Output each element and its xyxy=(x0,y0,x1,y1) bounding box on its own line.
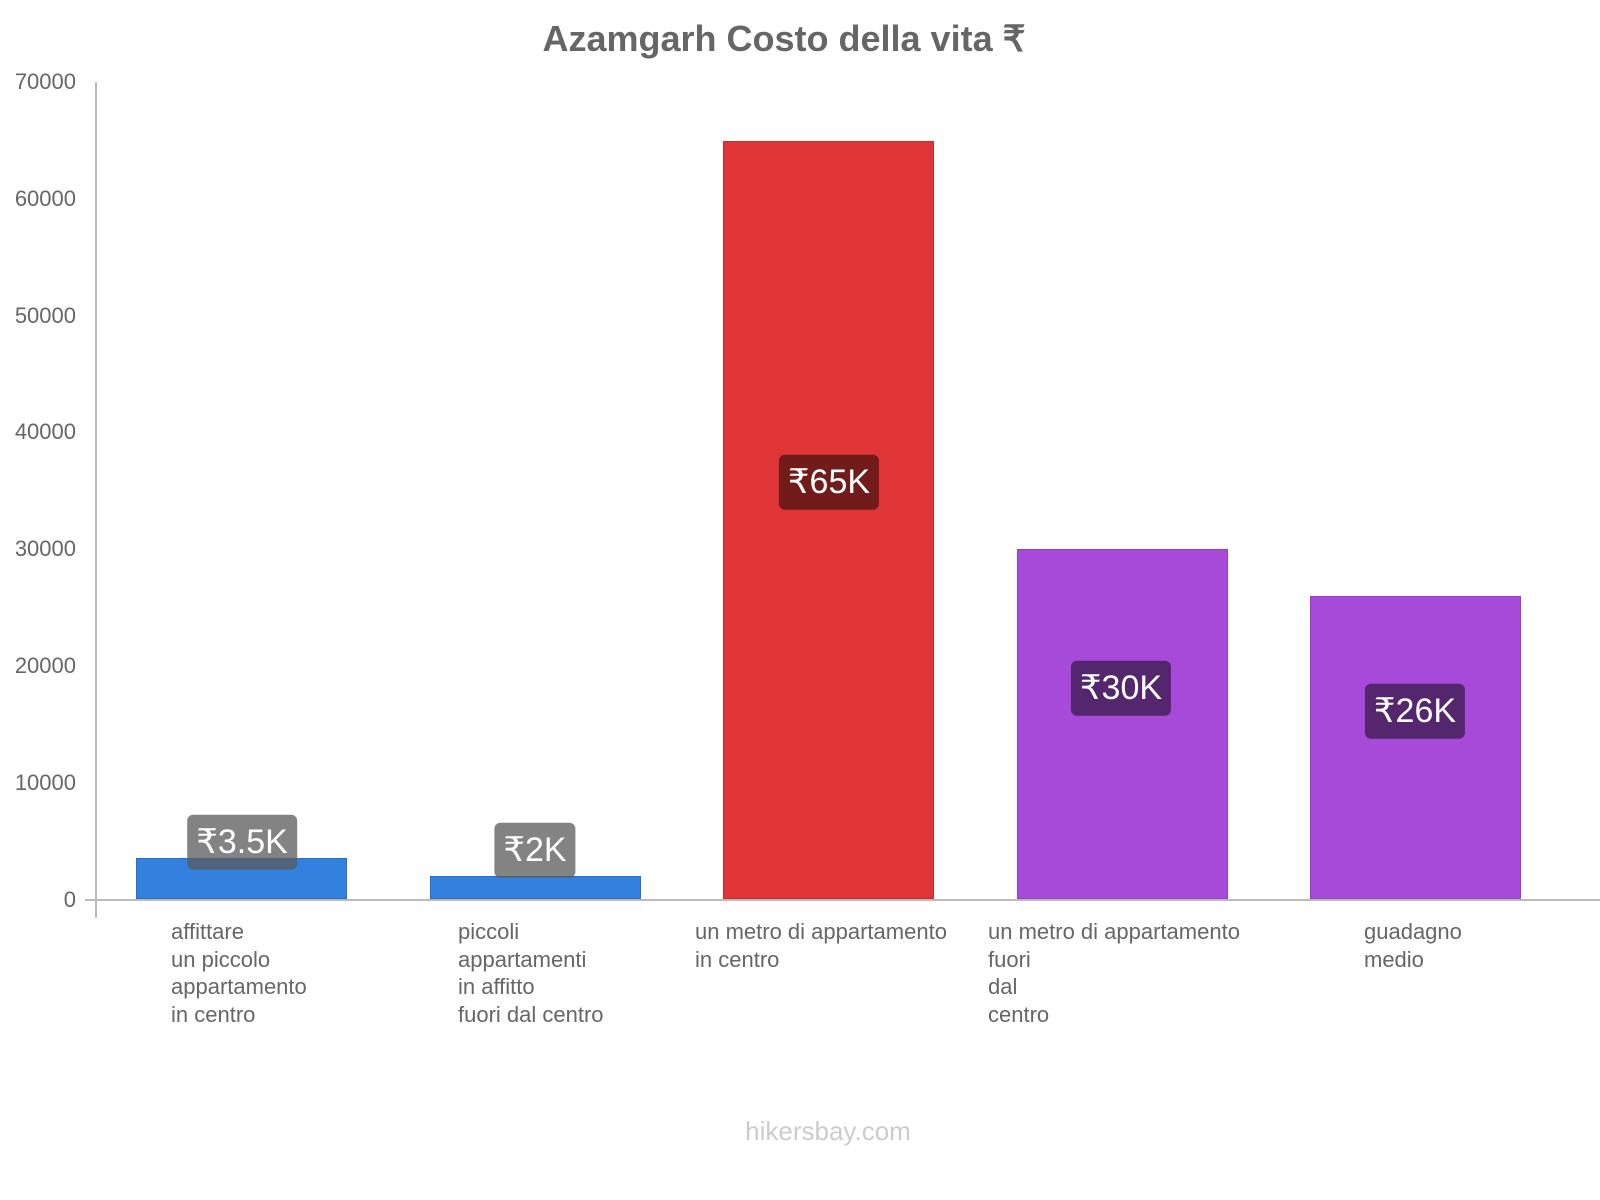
y-tick-label: 50000 xyxy=(14,303,76,328)
y-axis-line xyxy=(95,82,97,918)
chart-title: Azamgarh Costo della vita ₹ xyxy=(542,18,1026,59)
x-category-label: un metro di appartamento fuori dal centr… xyxy=(988,919,1240,1027)
y-tick-label: 20000 xyxy=(14,653,76,678)
y-tick-label: 10000 xyxy=(14,770,76,795)
x-category-label: guadagno medio xyxy=(1364,919,1462,972)
x-category-label: affittare un piccolo appartamento in cen… xyxy=(171,919,307,1027)
bar-value-badge: ₹3.5K xyxy=(187,814,297,870)
bar-value-badge: ₹26K xyxy=(1364,683,1466,739)
bar-value-badge: ₹30K xyxy=(1070,660,1172,716)
bar-value-badge: ₹65K xyxy=(778,454,880,510)
bar-average-salary[interactable] xyxy=(1310,596,1521,899)
y-tick-label: 30000 xyxy=(14,536,76,561)
watermark: hikersbay.com xyxy=(745,1116,911,1146)
y-tick-label: 0 xyxy=(63,887,76,912)
bar-rent-small-apartment-outside[interactable] xyxy=(430,876,641,899)
x-category-label: piccoli appartamenti in affitto fuori da… xyxy=(458,919,604,1027)
bar-value-badge: ₹2K xyxy=(494,822,576,878)
bar-sqm-price-centre[interactable] xyxy=(723,141,934,899)
bar-sqm-price-outside[interactable] xyxy=(1017,549,1228,899)
y-tick-label: 70000 xyxy=(14,69,76,94)
y-tick-label: 60000 xyxy=(14,186,76,211)
x-axis-line xyxy=(85,899,1600,901)
y-tick-label: 40000 xyxy=(14,419,76,444)
x-category-label: un metro di appartamento in centro xyxy=(695,919,947,972)
